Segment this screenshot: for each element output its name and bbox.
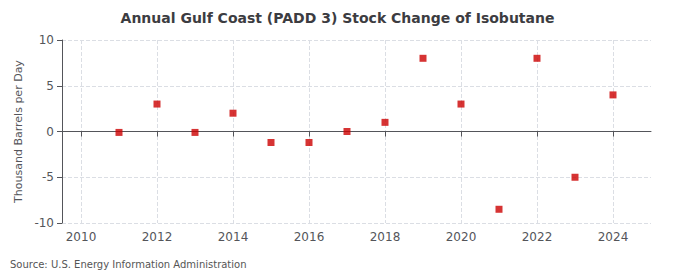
svg-text:2016: 2016 [294,230,325,244]
svg-text:-5: -5 [42,170,54,184]
svg-text:2010: 2010 [66,230,97,244]
svg-text:0: 0 [46,125,54,139]
svg-text:Thousand Barrels per Day: Thousand Barrels per Day [12,60,25,204]
svg-text:2012: 2012 [142,230,173,244]
svg-text:2020: 2020 [446,230,477,244]
svg-text:Annual Gulf Coast (PADD 3) Sto: Annual Gulf Coast (PADD 3) Stock Change … [121,10,555,26]
svg-text:5: 5 [46,79,54,93]
svg-text:2022: 2022 [522,230,553,244]
svg-text:2024: 2024 [598,230,629,244]
svg-text:2018: 2018 [370,230,401,244]
svg-text:Source: U.S. Energy Informatio: Source: U.S. Energy Information Administ… [10,259,247,270]
svg-text:10: 10 [39,33,54,47]
svg-text:-10: -10 [34,216,54,230]
svg-text:2014: 2014 [218,230,249,244]
